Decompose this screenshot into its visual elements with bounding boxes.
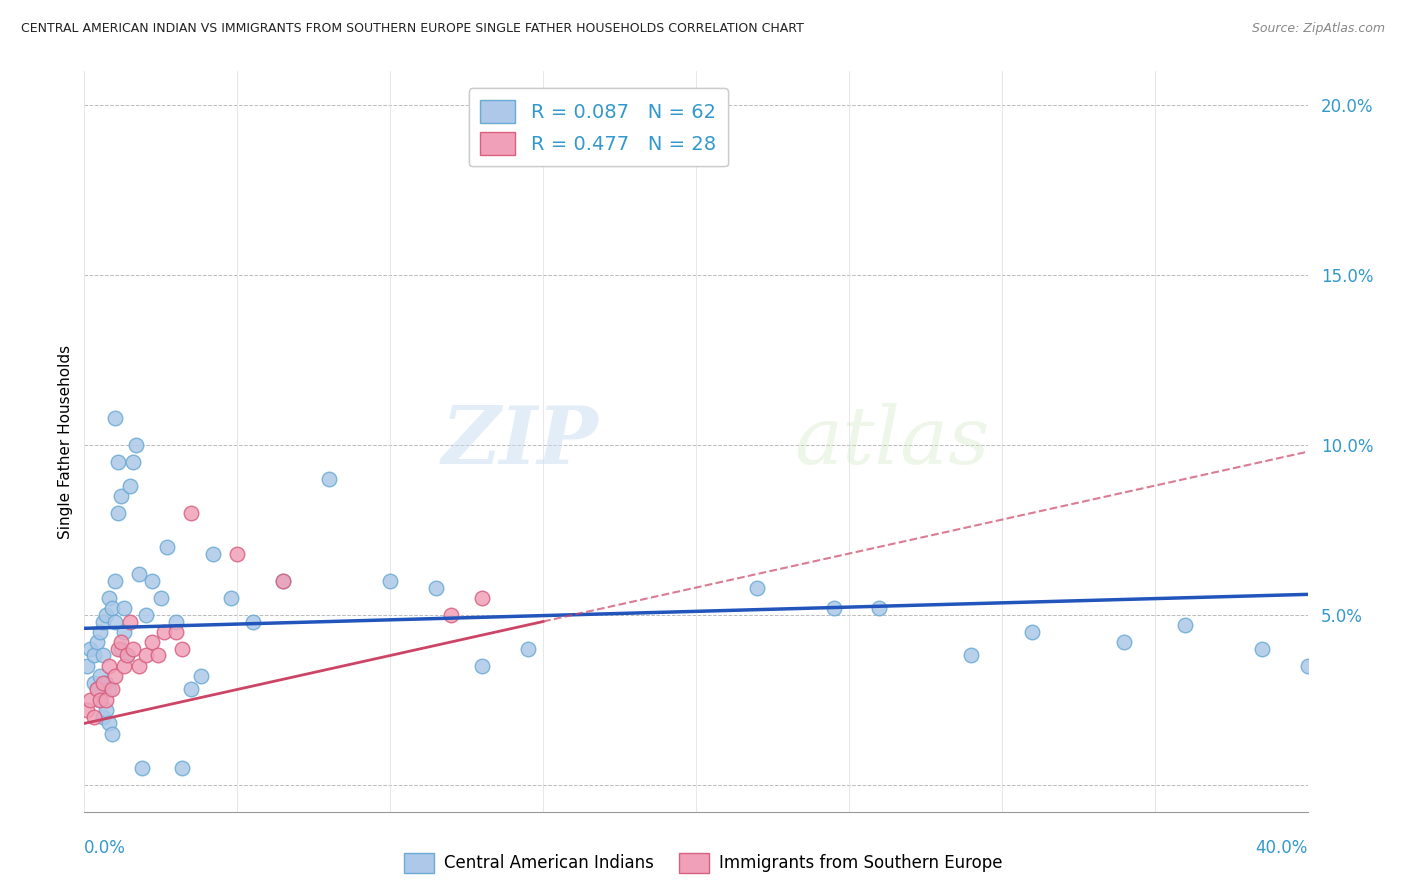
Point	[425, 581, 447, 595]
Point	[101, 726, 124, 740]
Point	[153, 624, 176, 639]
Point	[89, 624, 111, 639]
Point	[141, 635, 163, 649]
Point	[146, 648, 169, 663]
Point	[1250, 641, 1272, 656]
Point	[960, 648, 983, 663]
Point	[112, 624, 135, 639]
Point	[823, 601, 845, 615]
Point	[104, 615, 127, 629]
Point	[242, 615, 264, 629]
Point	[180, 506, 202, 520]
Text: 40.0%: 40.0%	[1256, 838, 1308, 857]
Point	[122, 641, 145, 656]
Point	[76, 703, 98, 717]
Text: CENTRAL AMERICAN INDIAN VS IMMIGRANTS FROM SOUTHERN EUROPE SINGLE FATHER HOUSEHO: CENTRAL AMERICAN INDIAN VS IMMIGRANTS FR…	[21, 22, 804, 36]
Point	[471, 658, 494, 673]
Point	[180, 682, 202, 697]
Point	[110, 635, 132, 649]
Text: Source: ZipAtlas.com: Source: ZipAtlas.com	[1251, 22, 1385, 36]
Point	[172, 761, 194, 775]
Point	[83, 648, 105, 663]
Point	[89, 692, 111, 706]
Point	[1296, 658, 1319, 673]
Point	[380, 574, 402, 588]
Y-axis label: Single Father Households: Single Father Households	[58, 344, 73, 539]
Point	[685, 149, 707, 163]
Point	[271, 574, 294, 588]
Point	[1114, 635, 1136, 649]
Point	[83, 709, 105, 723]
Point	[94, 703, 117, 717]
Legend: R = 0.087   N = 62, R = 0.477   N = 28: R = 0.087 N = 62, R = 0.477 N = 28	[468, 88, 728, 167]
Point	[516, 641, 538, 656]
Point	[135, 648, 157, 663]
Point	[110, 489, 132, 503]
Point	[101, 682, 124, 697]
Point	[115, 648, 138, 663]
Point	[219, 591, 242, 605]
Point	[107, 506, 129, 520]
Point	[94, 692, 117, 706]
Point	[128, 658, 150, 673]
Point	[89, 669, 111, 683]
Point	[112, 601, 135, 615]
Point	[165, 624, 187, 639]
Point	[172, 641, 194, 656]
Point	[201, 547, 224, 561]
Point	[104, 669, 127, 683]
Point	[149, 591, 172, 605]
Point	[120, 478, 142, 492]
Text: atlas: atlas	[794, 403, 990, 480]
Point	[91, 709, 114, 723]
Point	[128, 566, 150, 581]
Point	[226, 547, 249, 561]
Point	[107, 455, 129, 469]
Point	[76, 658, 98, 673]
Point	[91, 615, 114, 629]
Point	[110, 641, 132, 656]
Text: ZIP: ZIP	[441, 403, 598, 480]
Point	[94, 607, 117, 622]
Point	[107, 641, 129, 656]
Point	[97, 682, 120, 697]
Point	[440, 607, 463, 622]
Point	[190, 669, 212, 683]
Point	[91, 675, 114, 690]
Point	[91, 648, 114, 663]
Point	[97, 591, 120, 605]
Point	[869, 601, 891, 615]
Point	[79, 641, 101, 656]
Point	[86, 635, 108, 649]
Point	[115, 648, 138, 663]
Point	[94, 675, 117, 690]
Point	[131, 761, 153, 775]
Point	[135, 607, 157, 622]
Point	[101, 601, 124, 615]
Point	[1021, 624, 1043, 639]
Point	[86, 682, 108, 697]
Point	[97, 716, 120, 731]
Point	[122, 455, 145, 469]
Point	[86, 682, 108, 697]
Point	[471, 591, 494, 605]
Point	[97, 658, 120, 673]
Point	[89, 692, 111, 706]
Point	[120, 615, 142, 629]
Point	[165, 615, 187, 629]
Point	[112, 658, 135, 673]
Point	[104, 574, 127, 588]
Point	[747, 581, 769, 595]
Point	[79, 692, 101, 706]
Point	[83, 675, 105, 690]
Point	[271, 574, 294, 588]
Point	[141, 574, 163, 588]
Point	[104, 410, 127, 425]
Point	[318, 472, 340, 486]
Text: 0.0%: 0.0%	[84, 838, 127, 857]
Legend: Central American Indians, Immigrants from Southern Europe: Central American Indians, Immigrants fro…	[396, 847, 1010, 880]
Point	[1174, 618, 1197, 632]
Point	[156, 540, 179, 554]
Point	[125, 438, 148, 452]
